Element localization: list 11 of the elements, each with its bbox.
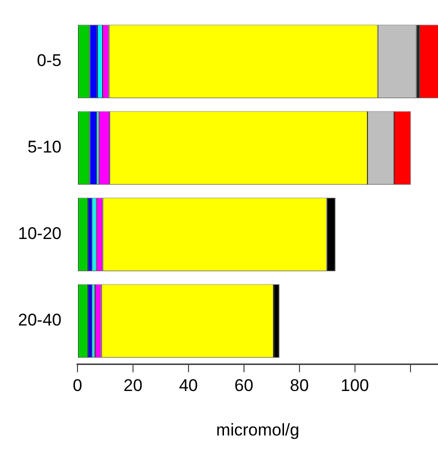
x-tick-label: 80 — [290, 376, 309, 396]
x-tick-label: 20 — [123, 376, 142, 396]
y-tick-label: 20-40 — [18, 310, 62, 330]
y-tick-label: 0-5 — [36, 51, 62, 70]
x-tick-label: 0 — [72, 376, 82, 396]
x-tick-label: 60 — [234, 376, 254, 396]
x-tick-label: 100 — [340, 376, 369, 396]
y-tick-label: 10-20 — [18, 224, 62, 244]
x-axis-title: micromol/g — [216, 420, 300, 440]
x-tick-label: 40 — [178, 376, 198, 396]
y-tick-label: 5-10 — [27, 138, 62, 157]
